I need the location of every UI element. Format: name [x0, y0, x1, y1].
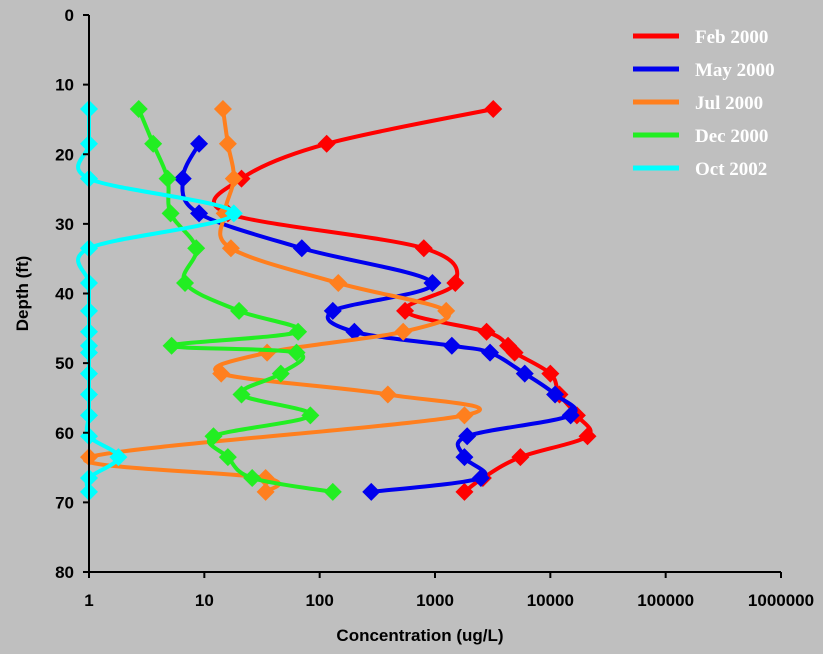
- data-point-dec-2000: [243, 469, 262, 488]
- data-point-feb-2000: [484, 99, 503, 118]
- data-point-feb-2000: [446, 274, 465, 293]
- data-point-dec-2000: [144, 134, 163, 153]
- data-point-dec-2000: [187, 239, 206, 258]
- y-tick-label: 10: [55, 76, 74, 95]
- data-point-feb-2000: [396, 301, 415, 320]
- data-point-may-2000: [471, 469, 490, 488]
- series-line-jul-2000: [83, 106, 483, 494]
- data-point-may-2000: [292, 239, 311, 258]
- data-point-jul-2000: [258, 343, 277, 362]
- data-point-feb-2000: [541, 364, 560, 383]
- data-point-feb-2000: [505, 343, 524, 362]
- x-axis-ticks: 1 10 100 1000 10000 100000 1000000: [84, 572, 814, 610]
- data-point-may-2000: [190, 204, 209, 223]
- data-point-jul-2000: [329, 274, 348, 293]
- data-point-jul-2000: [221, 239, 240, 258]
- data-point-oct-2002: [109, 448, 128, 467]
- y-tick-label: 30: [55, 215, 74, 234]
- legend-label: Jul 2000: [695, 93, 763, 114]
- data-point-dec-2000: [129, 99, 148, 118]
- data-point-jul-2000: [378, 385, 397, 404]
- y-tick-label: 80: [55, 563, 74, 582]
- series-may-2000: [173, 134, 580, 501]
- data-point-feb-2000: [499, 336, 518, 355]
- data-point-may-2000: [173, 169, 192, 188]
- series-dec-2000: [129, 99, 342, 501]
- data-point-jul-2000: [455, 406, 474, 425]
- data-point-jul-2000: [437, 301, 456, 320]
- data-point-may-2000: [423, 274, 442, 293]
- y-tick-label: 0: [65, 6, 74, 25]
- data-point-may-2000: [515, 364, 534, 383]
- legend-item-dec-2000: Dec 2000: [633, 126, 768, 147]
- data-point-dec-2000: [230, 301, 249, 320]
- data-point-may-2000: [455, 448, 474, 467]
- x-tick-label: 1000: [416, 591, 454, 610]
- data-point-feb-2000: [511, 448, 530, 467]
- series-feb-2000: [211, 99, 597, 501]
- data-point-feb-2000: [477, 322, 496, 341]
- y-tick-label: 60: [55, 424, 74, 443]
- y-axis-title: Depth (ft): [13, 256, 32, 332]
- data-point-feb-2000: [317, 134, 336, 153]
- y-axis-ticks: 0 10 20 30 40 50 60 70 80: [55, 6, 89, 582]
- data-point-may-2000: [323, 301, 342, 320]
- data-point-jul-2000: [213, 99, 232, 118]
- data-point-dec-2000: [232, 385, 251, 404]
- plot-area: [76, 99, 597, 501]
- data-point-dec-2000: [161, 204, 180, 223]
- data-point-may-2000: [481, 343, 500, 362]
- y-tick-label: 50: [55, 354, 74, 373]
- data-point-feb-2000: [455, 482, 474, 501]
- data-point-oct-2002: [224, 204, 243, 223]
- data-point-jul-2000: [218, 134, 237, 153]
- x-tick-label: 100: [305, 591, 333, 610]
- y-tick-label: 70: [55, 493, 74, 512]
- x-tick-label: 1: [84, 591, 93, 610]
- legend-label: Oct 2002: [695, 159, 767, 180]
- data-point-dec-2000: [176, 274, 195, 293]
- legend-item-oct-2002: Oct 2002: [633, 159, 767, 180]
- data-point-may-2000: [458, 427, 477, 446]
- y-tick-label: 40: [55, 285, 74, 304]
- data-point-dec-2000: [301, 406, 320, 425]
- x-tick-label: 1000000: [748, 591, 814, 610]
- legend-item-may-2000: May 2000: [633, 60, 775, 81]
- x-axis-title: Concentration (ug/L): [336, 626, 503, 645]
- data-point-feb-2000: [414, 239, 433, 258]
- data-point-jul-2000: [224, 169, 243, 188]
- legend-item-jul-2000: Jul 2000: [633, 93, 763, 114]
- data-point-jul-2000: [256, 482, 275, 501]
- data-point-dec-2000: [158, 169, 177, 188]
- legend-label: Feb 2000: [695, 27, 768, 48]
- data-point-may-2000: [190, 134, 209, 153]
- data-point-dec-2000: [204, 427, 223, 446]
- legend-item-feb-2000: Feb 2000: [633, 27, 768, 48]
- data-point-dec-2000: [323, 482, 342, 501]
- data-point-dec-2000: [287, 343, 306, 362]
- data-point-dec-2000: [162, 336, 181, 355]
- data-point-dec-2000: [271, 364, 290, 383]
- x-tick-label: 100000: [637, 591, 694, 610]
- data-point-jul-2000: [212, 364, 231, 383]
- data-point-may-2000: [546, 385, 565, 404]
- data-point-may-2000: [362, 482, 381, 501]
- data-point-dec-2000: [218, 448, 237, 467]
- x-tick-label: 10000: [527, 591, 574, 610]
- legend-label: Dec 2000: [695, 126, 768, 147]
- data-point-may-2000: [345, 322, 364, 341]
- data-point-feb-2000: [578, 427, 597, 446]
- x-tick-label: 10: [195, 591, 214, 610]
- y-tick-label: 20: [55, 145, 74, 164]
- data-point-may-2000: [561, 406, 580, 425]
- legend-label: May 2000: [695, 60, 775, 81]
- legend: Feb 2000 May 2000 Jul 2000 Dec 2000 Oct 2002: [633, 27, 775, 180]
- data-point-dec-2000: [289, 322, 308, 341]
- data-point-jul-2000: [394, 322, 413, 341]
- data-point-may-2000: [442, 336, 461, 355]
